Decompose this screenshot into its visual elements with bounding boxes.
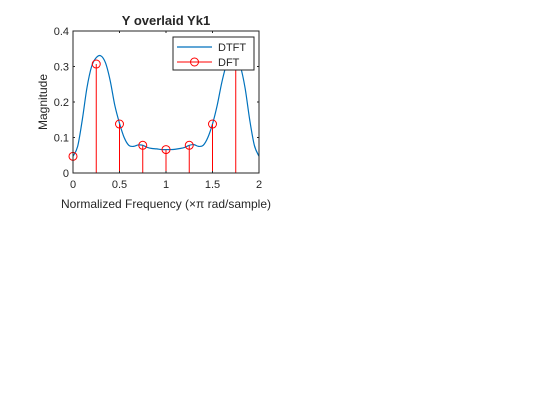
legend-dft-label: DFT (218, 57, 240, 69)
dft-marker (184, 140, 194, 150)
dft-marker (91, 59, 101, 69)
dft-marker (115, 119, 124, 129)
dft-marker (138, 140, 148, 150)
x-tick-label: 1 (163, 179, 169, 191)
legend-dtft-label: DTFT (218, 42, 246, 54)
y-tick-label: 0.4 (54, 26, 69, 38)
legend-box (172, 36, 255, 71)
y-tick-label: 0.3 (54, 62, 69, 74)
y-tick-label: 0 (63, 168, 69, 180)
axes-layer: 0 0.5 1 1.5 2 0 0.1 0.2 0.3 0.4 (54, 26, 262, 191)
legend: DTFT DFT (172, 36, 255, 71)
x-tick-label: 0 (70, 179, 76, 191)
chart-title: Y overlaid Yk1 (122, 13, 210, 28)
x-axis-label: Normalized Frequency (×π rad/sample) (61, 197, 271, 211)
y-tick-label: 0.1 (54, 133, 69, 145)
x-tick-label: 2 (256, 179, 262, 191)
legend-dft-marker (190, 57, 199, 67)
dft-marker (161, 145, 171, 155)
y-axis-label: Magnitude (36, 74, 50, 130)
x-tick-label: 0.5 (112, 179, 127, 191)
dft-marker (208, 119, 217, 129)
x-tick-label: 1.5 (205, 179, 220, 191)
y-tick-label: 0.2 (54, 97, 69, 109)
